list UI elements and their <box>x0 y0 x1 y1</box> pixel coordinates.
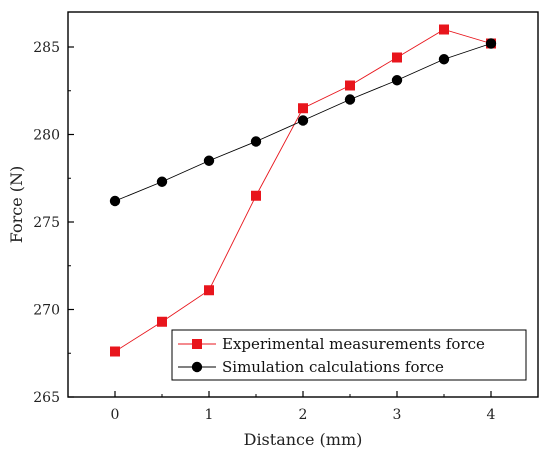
y-tick-label: 275 <box>33 215 60 231</box>
legend: Experimental measurements force Simulati… <box>171 329 527 381</box>
data-point-square <box>392 52 402 63</box>
legend-label: Experimental measurements force <box>222 335 485 353</box>
data-point-square <box>204 285 214 296</box>
data-point-square <box>110 346 120 357</box>
data-point-circle <box>297 115 309 126</box>
data-point-circle <box>391 75 403 86</box>
x-tick-label: 4 <box>487 407 496 423</box>
x-tick-label: 1 <box>205 407 214 423</box>
data-point-square <box>298 103 308 114</box>
data-point-circle <box>250 136 262 147</box>
x-tick-label: 3 <box>393 407 402 423</box>
data-point-square <box>345 80 355 91</box>
data-point-circle <box>438 54 450 65</box>
series-layer <box>109 24 497 357</box>
data-point-square <box>157 316 167 327</box>
legend-label: Simulation calculations force <box>222 358 444 376</box>
data-point-circle <box>203 155 215 166</box>
x-axis-title: Distance (mm) <box>244 430 363 449</box>
y-tick-label: 285 <box>33 40 60 56</box>
legend-swatch-square-marker <box>192 339 202 349</box>
series-line <box>114 29 492 352</box>
data-point-square <box>439 24 449 35</box>
y-tick-label: 280 <box>33 128 60 144</box>
legend-swatch-circle-marker <box>191 361 203 373</box>
y-tick-label: 270 <box>33 303 60 319</box>
data-point-circle <box>344 94 356 105</box>
x-tick-label: 0 <box>111 407 120 423</box>
y-tick-label: 265 <box>33 390 60 406</box>
series-simulation <box>109 38 497 207</box>
y-axis-ticks: 265 270 275 280 285 <box>33 40 74 406</box>
data-point-circle <box>485 38 497 49</box>
y-axis-title: Force (N) <box>7 166 26 244</box>
data-point-circle <box>156 176 168 187</box>
series-experimental <box>110 24 496 357</box>
data-point-circle <box>109 195 121 207</box>
legend-entry-simulation: Simulation calculations force <box>178 358 444 376</box>
legend-box <box>171 329 527 381</box>
x-tick-label: 2 <box>299 407 308 423</box>
x-axis-ticks: 0 1 2 3 4 <box>111 391 496 423</box>
data-point-square <box>251 190 261 201</box>
legend-entry-experimental: Experimental measurements force <box>178 335 485 353</box>
